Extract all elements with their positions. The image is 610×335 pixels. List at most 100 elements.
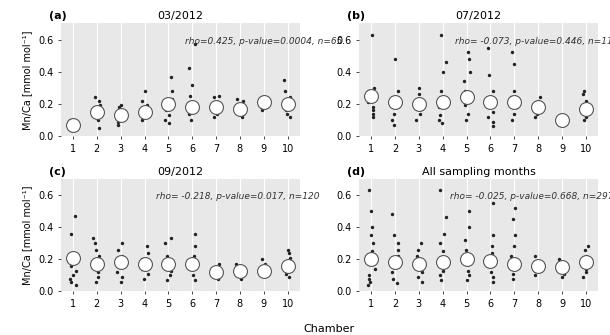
Point: [116, 265, 126, 270]
Point: [531, 253, 540, 259]
Text: rho=0.425, p-value=0.0004, n=65: rho=0.425, p-value=0.0004, n=65: [185, 37, 342, 46]
Point: [435, 113, 445, 118]
Point: [281, 88, 290, 94]
Point: [364, 88, 373, 94]
Point: [462, 95, 472, 100]
Point: [536, 263, 545, 268]
Point: [286, 98, 296, 103]
Point: [88, 236, 98, 241]
Point: [260, 266, 270, 272]
Point: [117, 279, 126, 284]
Point: [281, 108, 291, 113]
Point: [366, 257, 376, 262]
Point: [530, 273, 540, 278]
Point: [186, 266, 196, 272]
Point: [439, 255, 449, 260]
Point: [365, 93, 375, 98]
Point: [163, 261, 173, 267]
Point: [460, 237, 470, 243]
Point: [389, 276, 398, 281]
Point: [282, 266, 292, 272]
Y-axis label: Mn/Ca [mmol mol⁻¹]: Mn/Ca [mmol mol⁻¹]: [23, 30, 32, 130]
Point: [236, 266, 246, 272]
Point: [235, 103, 245, 108]
Point: [211, 105, 221, 110]
Point: [238, 106, 248, 112]
Point: [414, 91, 424, 97]
Point: [464, 224, 474, 230]
Point: [535, 95, 545, 100]
Point: [93, 274, 102, 280]
Point: [508, 216, 518, 222]
Point: [389, 232, 399, 238]
Point: [465, 69, 475, 74]
Point: [257, 101, 267, 107]
Point: [68, 255, 78, 260]
Text: rho= -0.025, p-value=0.668, n=297: rho= -0.025, p-value=0.668, n=297: [450, 192, 610, 201]
Point: [71, 268, 81, 273]
Point: [439, 231, 448, 236]
Point: [160, 103, 170, 108]
Point: [459, 96, 468, 102]
Point: [237, 114, 247, 120]
Point: [462, 257, 472, 262]
Point: [581, 106, 590, 112]
Point: [441, 261, 451, 267]
Point: [578, 105, 587, 110]
Point: [285, 114, 295, 120]
Point: [436, 187, 445, 193]
Point: [509, 244, 519, 249]
Point: [557, 265, 567, 270]
Point: [117, 241, 127, 246]
Point: [232, 96, 242, 102]
Point: [462, 277, 472, 283]
Point: [114, 114, 124, 120]
Point: [214, 276, 223, 281]
Point: [92, 109, 102, 115]
Point: [117, 274, 127, 280]
Point: [364, 273, 374, 278]
Point: [488, 119, 498, 124]
Title: 07/2012: 07/2012: [456, 11, 501, 21]
Point: [559, 271, 569, 276]
Point: [486, 269, 495, 275]
Point: [189, 253, 199, 259]
Point: [578, 91, 587, 97]
Point: [256, 105, 265, 110]
Point: [459, 79, 469, 84]
Point: [510, 205, 520, 210]
Point: [93, 117, 102, 123]
Point: [387, 212, 396, 217]
Point: [90, 95, 99, 100]
Point: [113, 122, 123, 128]
Point: [212, 273, 222, 278]
Point: [363, 99, 373, 105]
Point: [393, 253, 403, 259]
Title: 03/2012: 03/2012: [157, 11, 203, 21]
Point: [281, 271, 290, 276]
Point: [68, 273, 77, 278]
Point: [557, 117, 567, 123]
Point: [116, 113, 126, 118]
Point: [137, 266, 147, 272]
Point: [463, 255, 473, 260]
Point: [211, 105, 221, 110]
Point: [69, 122, 79, 128]
Point: [580, 88, 589, 94]
Point: [561, 114, 570, 120]
Point: [142, 103, 151, 108]
Point: [417, 241, 426, 246]
Point: [436, 273, 445, 278]
Point: [416, 98, 426, 103]
Point: [66, 263, 76, 268]
Point: [186, 117, 196, 123]
Point: [389, 111, 398, 116]
Point: [580, 111, 589, 116]
Point: [365, 261, 375, 267]
Point: [117, 103, 126, 108]
Point: [283, 101, 293, 107]
Point: [417, 265, 427, 270]
Point: [391, 96, 401, 102]
Point: [510, 260, 520, 265]
Point: [114, 105, 124, 110]
